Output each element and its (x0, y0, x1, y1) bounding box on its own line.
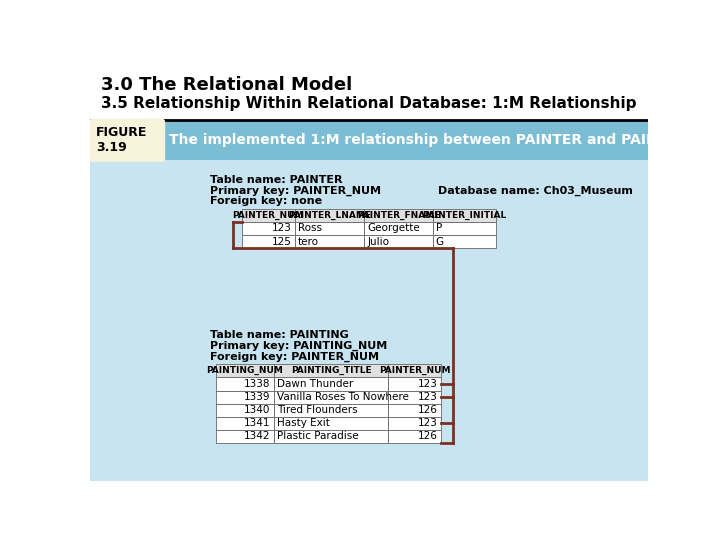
Text: PAINTING_NUM: PAINTING_NUM (206, 366, 283, 375)
Bar (242, 235, 294, 248)
Bar (388, 377, 441, 390)
Bar (294, 235, 364, 248)
Bar (388, 364, 441, 377)
Text: Database name: Ch03_Museum: Database name: Ch03_Museum (438, 186, 632, 196)
Text: Julio: Julio (367, 237, 390, 247)
Text: Table name: PAINTER: Table name: PAINTER (210, 175, 343, 185)
Bar (388, 417, 441, 430)
Bar (274, 390, 388, 403)
Text: 126: 126 (418, 431, 438, 441)
Text: 1340: 1340 (244, 405, 271, 415)
Bar (274, 417, 388, 430)
Bar (274, 377, 388, 390)
Bar (433, 209, 496, 222)
Text: FIGURE
3.19: FIGURE 3.19 (96, 126, 148, 154)
Bar (215, 403, 274, 417)
Bar (90, 120, 648, 160)
Text: Primary key: PAINTER_NUM: Primary key: PAINTER_NUM (210, 186, 381, 196)
Text: PAINTING_TITLE: PAINTING_TITLE (291, 366, 372, 375)
Bar (215, 390, 274, 403)
Text: The implemented 1:M relationship between PAINTER and PAINTING: The implemented 1:M relationship between… (169, 133, 696, 147)
Text: PAINTER_INITIAL: PAINTER_INITIAL (422, 211, 506, 220)
Bar (433, 235, 496, 248)
Text: G: G (436, 237, 444, 247)
Text: Primary key: PAINTING_NUM: Primary key: PAINTING_NUM (210, 341, 387, 352)
Text: 1342: 1342 (244, 431, 271, 441)
Text: Dawn Thunder: Dawn Thunder (276, 379, 353, 389)
Text: 1339: 1339 (244, 392, 271, 402)
Bar (90, 160, 648, 481)
Text: Plastic Paradise: Plastic Paradise (276, 431, 359, 441)
Bar (388, 390, 441, 403)
Bar (388, 403, 441, 417)
Bar (215, 430, 274, 443)
Text: PAINTER_NUM: PAINTER_NUM (233, 211, 304, 220)
Bar (294, 209, 364, 222)
Bar (215, 364, 274, 377)
FancyBboxPatch shape (89, 119, 165, 162)
Bar (242, 209, 294, 222)
Bar (294, 222, 364, 235)
Text: Foreign key: none: Foreign key: none (210, 197, 323, 206)
Bar (364, 209, 433, 222)
Bar (364, 222, 433, 235)
Text: Foreign key: PAINTER_NUM: Foreign key: PAINTER_NUM (210, 352, 379, 362)
Text: Table name: PAINTING: Table name: PAINTING (210, 330, 349, 340)
Text: tero: tero (297, 237, 319, 247)
Text: PAINTER_LNAME: PAINTER_LNAME (288, 211, 371, 220)
Bar (242, 222, 294, 235)
Text: Georgette: Georgette (367, 224, 420, 233)
Text: 3.0 The Relational Model: 3.0 The Relational Model (101, 76, 352, 93)
Text: P: P (436, 224, 442, 233)
Text: PAINTER_FNAME: PAINTER_FNAME (357, 211, 440, 220)
Bar (433, 222, 496, 235)
Bar (388, 430, 441, 443)
Bar (364, 235, 433, 248)
Text: 123: 123 (418, 418, 438, 428)
Bar (215, 377, 274, 390)
Bar (274, 403, 388, 417)
Bar (274, 364, 388, 377)
Text: Hasty Exit: Hasty Exit (276, 418, 330, 428)
Text: 125: 125 (271, 237, 292, 247)
Text: PAINTER_NUM: PAINTER_NUM (379, 366, 451, 375)
Text: 126: 126 (418, 405, 438, 415)
Bar (274, 430, 388, 443)
Text: Vanilla Roses To Nowhere: Vanilla Roses To Nowhere (276, 392, 409, 402)
Text: 123: 123 (418, 392, 438, 402)
Bar (215, 417, 274, 430)
Text: Tired Flounders: Tired Flounders (276, 405, 357, 415)
Text: 1341: 1341 (244, 418, 271, 428)
Text: 1338: 1338 (244, 379, 271, 389)
Text: 123: 123 (271, 224, 292, 233)
Text: 123: 123 (418, 379, 438, 389)
Text: 3.5 Relationship Within Relational Database: 1:M Relationship: 3.5 Relationship Within Relational Datab… (101, 96, 636, 111)
Text: Ross: Ross (297, 224, 322, 233)
